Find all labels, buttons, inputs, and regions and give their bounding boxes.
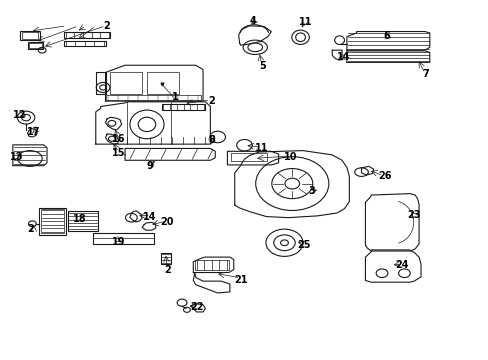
Text: 20: 20	[161, 217, 174, 226]
Bar	[64, 41, 105, 46]
Text: 1: 1	[172, 92, 178, 102]
Text: 16: 16	[112, 134, 125, 144]
Bar	[161, 104, 205, 110]
Text: 8: 8	[207, 135, 214, 145]
Bar	[68, 211, 98, 231]
Text: 24: 24	[394, 260, 407, 270]
Text: 6: 6	[383, 31, 389, 41]
Text: 21: 21	[233, 275, 247, 285]
Text: 9: 9	[146, 161, 152, 171]
Text: 22: 22	[189, 302, 203, 312]
Bar	[194, 260, 228, 270]
Bar	[105, 95, 200, 100]
Bar	[20, 31, 40, 40]
Text: 5: 5	[259, 61, 266, 71]
Bar	[22, 32, 38, 39]
Text: 23: 23	[407, 210, 420, 220]
Bar	[147, 72, 178, 94]
Bar	[160, 253, 171, 264]
Bar	[110, 72, 142, 94]
Text: 12: 12	[13, 111, 26, 121]
Text: 11: 11	[298, 17, 311, 27]
Bar	[29, 43, 41, 48]
Bar	[93, 233, 154, 244]
Text: 14: 14	[142, 212, 156, 221]
Text: 25: 25	[297, 240, 310, 250]
Text: 18: 18	[73, 214, 86, 224]
Text: 17: 17	[27, 127, 41, 136]
Text: 14: 14	[336, 52, 349, 62]
Text: 13: 13	[10, 152, 23, 162]
Bar	[41, 209, 64, 233]
Text: 4: 4	[249, 17, 256, 27]
Text: 10: 10	[284, 152, 297, 162]
Text: 2: 2	[207, 96, 214, 106]
Text: 19: 19	[112, 237, 125, 247]
Bar	[27, 42, 43, 49]
Text: 15: 15	[112, 148, 125, 158]
Text: 3: 3	[308, 186, 315, 197]
Text: 2: 2	[103, 21, 110, 31]
Text: 2: 2	[164, 265, 170, 275]
Bar	[39, 208, 65, 234]
Text: 26: 26	[377, 171, 391, 181]
Text: 7: 7	[422, 69, 428, 79]
Bar	[230, 153, 267, 161]
Bar	[64, 32, 110, 39]
Text: 2: 2	[27, 225, 34, 234]
Text: 11: 11	[254, 143, 268, 153]
